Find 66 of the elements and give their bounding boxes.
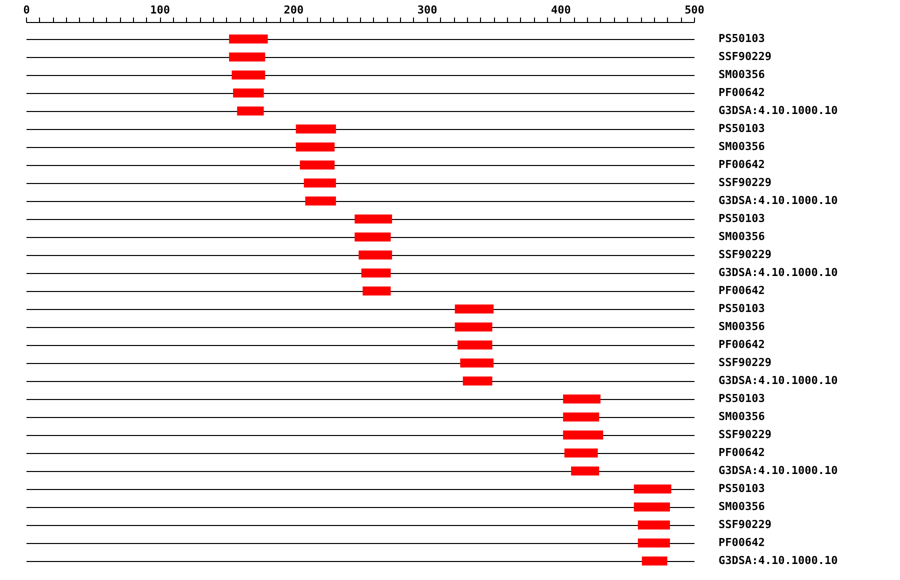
bar — [305, 196, 336, 206]
x-tick-label: 0 — [23, 4, 30, 16]
bar — [563, 412, 600, 422]
y-tick-label: SM00356 — [718, 500, 766, 513]
bar — [564, 448, 598, 458]
y-tick-label: SSF90229 — [718, 248, 772, 261]
y-tick-label: PF00642 — [718, 536, 765, 549]
bar — [233, 88, 264, 98]
y-tick-label: G3DSA:4.10.1000.10 — [718, 374, 838, 387]
bar — [563, 394, 600, 404]
y-tick-label: SSF90229 — [718, 518, 772, 531]
y-tick-label: G3DSA:4.10.1000.10 — [718, 266, 838, 279]
y-tick-label: SM00356 — [718, 140, 766, 153]
y-tick-label: PS50103 — [718, 302, 765, 315]
y-tick-label: SSF90229 — [718, 176, 772, 189]
x-tick-label: 500 — [684, 4, 704, 16]
bar — [354, 232, 391, 242]
y-tick-label: PF00642 — [718, 86, 765, 99]
y-tick-label: PS50103 — [718, 32, 765, 45]
bar — [454, 304, 494, 314]
bar — [237, 106, 264, 116]
y-tick-label: SSF90229 — [718, 428, 772, 441]
bar — [462, 376, 492, 386]
y-tick-label: G3DSA:4.10.1000.10 — [718, 104, 838, 117]
y-tick-label: PS50103 — [718, 482, 765, 495]
bar — [232, 70, 266, 80]
bar — [354, 214, 392, 224]
bar — [638, 538, 670, 548]
y-tick-label: SM00356 — [718, 320, 766, 333]
x-tick-label: 100 — [150, 4, 170, 16]
y-tick-label: PF00642 — [718, 446, 765, 459]
bar — [634, 484, 672, 494]
bar — [460, 358, 494, 368]
y-tick-label: SM00356 — [718, 230, 766, 243]
bar — [296, 142, 335, 152]
y-tick-label: PF00642 — [718, 158, 765, 171]
bar — [300, 160, 335, 170]
y-tick-label: PS50103 — [718, 212, 765, 225]
bar — [229, 52, 266, 62]
y-tick-label: PF00642 — [718, 338, 765, 351]
y-tick-label: SSF90229 — [718, 356, 772, 369]
bar — [229, 34, 268, 44]
y-tick-label: G3DSA:4.10.1000.10 — [718, 554, 838, 567]
bar — [563, 430, 604, 440]
y-tick-label: G3DSA:4.10.1000.10 — [718, 464, 838, 477]
y-tick-label: SM00356 — [718, 410, 766, 423]
y-tick-label: PS50103 — [718, 392, 765, 405]
bar — [358, 250, 392, 260]
bar — [454, 322, 492, 332]
y-tick-label: PS50103 — [718, 122, 765, 135]
y-tick-label: G3DSA:4.10.1000.10 — [718, 194, 838, 207]
x-tick-label: 300 — [417, 4, 438, 16]
bar — [362, 286, 391, 296]
y-tick-label: PF00642 — [718, 284, 765, 297]
bar — [638, 520, 670, 530]
bar — [634, 502, 670, 512]
bar — [304, 178, 336, 188]
y-tick-label: SM00356 — [718, 68, 766, 81]
bar — [458, 340, 492, 350]
bar — [642, 556, 668, 566]
x-tick-label: 400 — [550, 4, 571, 16]
bar — [361, 268, 391, 278]
bar — [571, 466, 600, 476]
y-tick-label: SSF90229 — [718, 50, 772, 63]
x-tick-label: 200 — [284, 4, 304, 16]
bar — [296, 124, 336, 134]
